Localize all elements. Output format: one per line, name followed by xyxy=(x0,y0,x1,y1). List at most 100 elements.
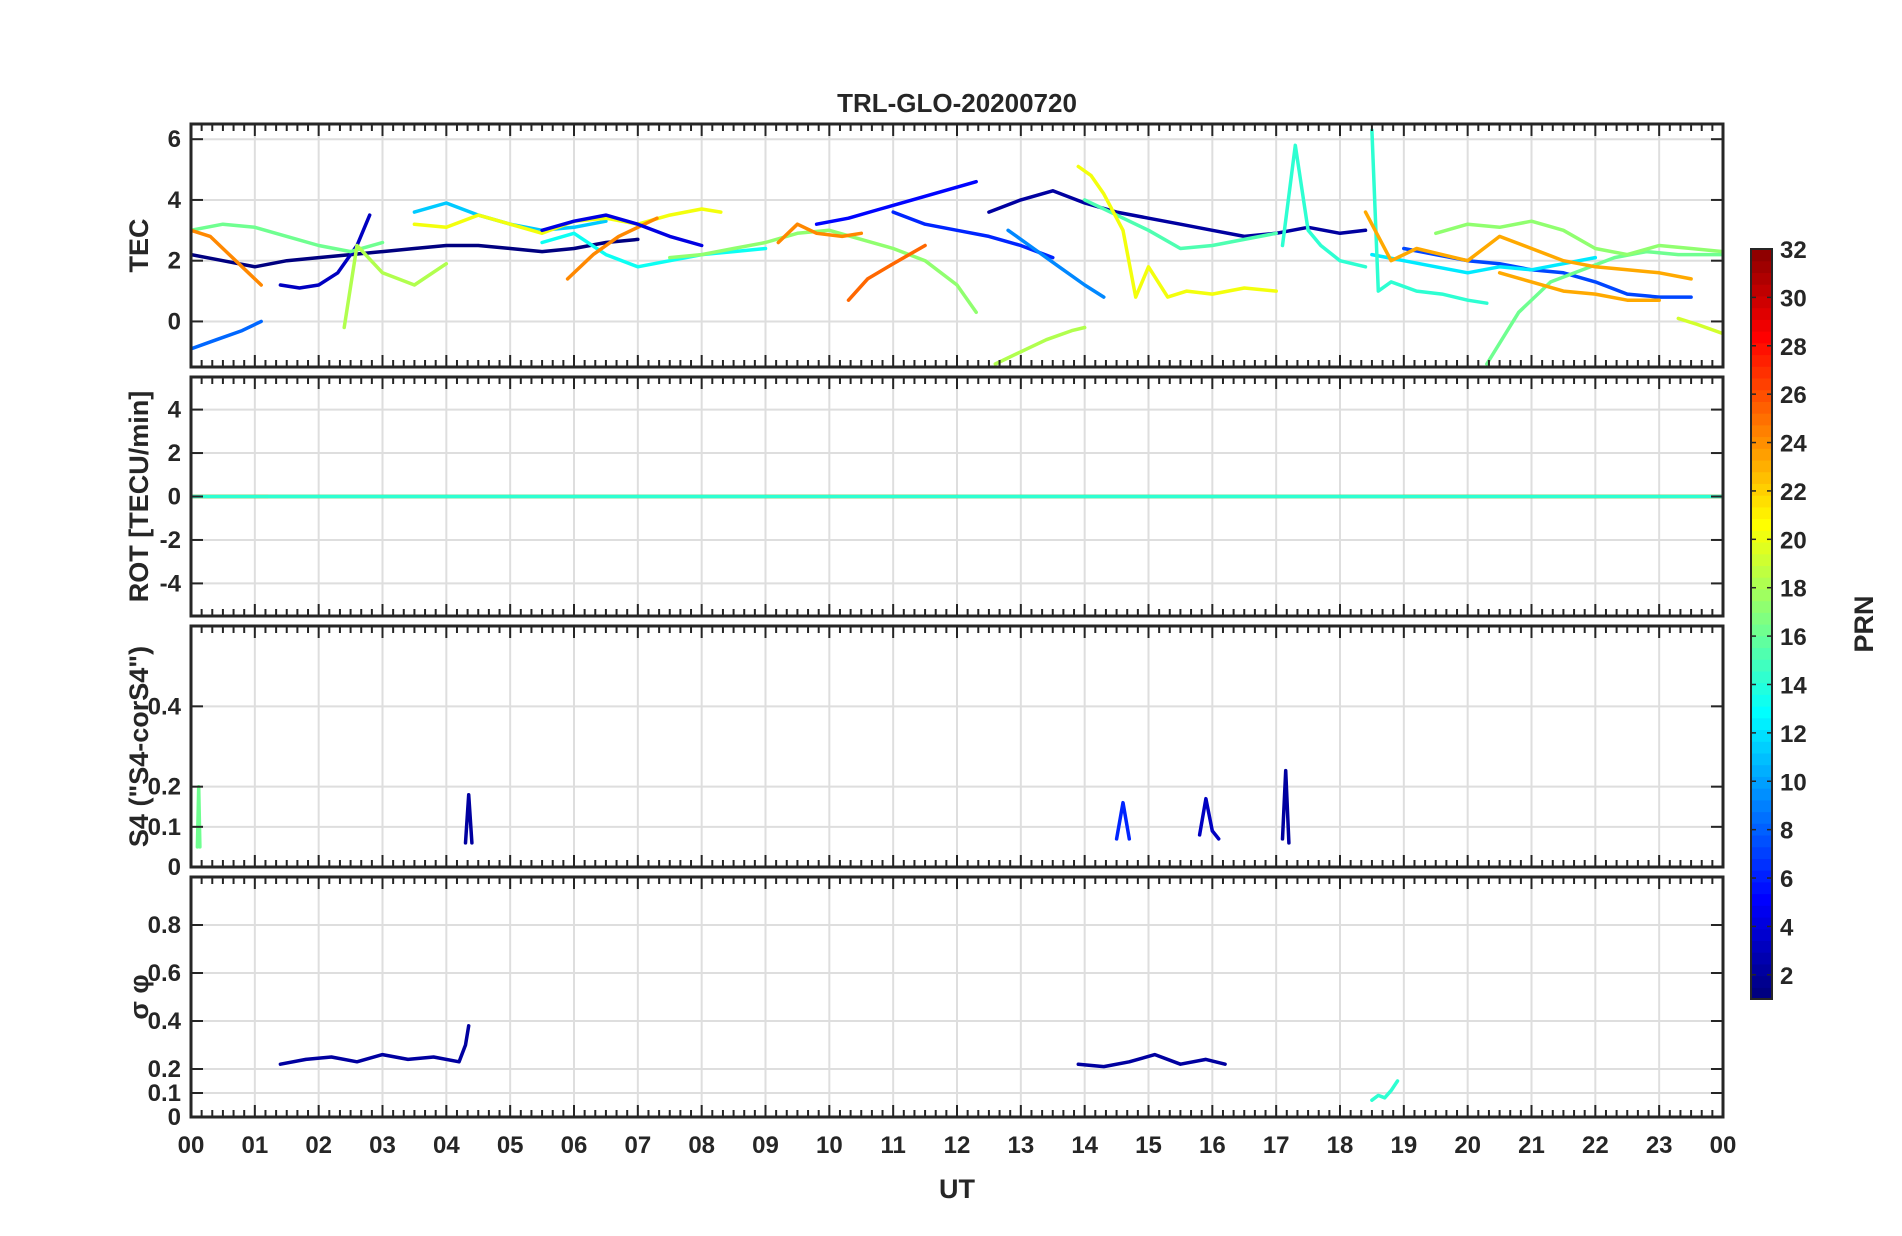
y-tick-label: 0.6 xyxy=(148,960,181,987)
colorbar: 32 30 28 26 24 22 20 18 16 14 12 10 8 6 4 2 PRN xyxy=(1750,237,1879,1000)
y-axis-title: σ φ xyxy=(124,974,154,1019)
colorbar-band xyxy=(1751,834,1772,848)
x-tick-label: 19 xyxy=(1390,1132,1417,1159)
series-prn-9 xyxy=(1006,228,1106,299)
colorbar-band xyxy=(1751,272,1772,285)
colorbar-band xyxy=(1751,354,1772,367)
x-tick-label: 01 xyxy=(241,1132,268,1159)
y-axis-title: S4 ("S4-corS4") xyxy=(124,646,154,847)
colorbar-band xyxy=(1751,635,1772,649)
series-prn-14 xyxy=(1370,128,1489,305)
x-tick-label: 04 xyxy=(433,1132,460,1159)
x-tick-label: 23 xyxy=(1646,1132,1673,1159)
y-tick-label: 0 xyxy=(168,854,181,881)
colorbar-band xyxy=(1751,963,1772,977)
x-tick-label: 17 xyxy=(1263,1132,1290,1159)
series-prn-1 xyxy=(191,237,640,269)
y-tick-label: -2 xyxy=(160,527,181,554)
series-prn-20 xyxy=(1076,164,1278,299)
colorbar-band xyxy=(1751,717,1772,731)
colorbar-band xyxy=(1751,987,1772,1000)
y-tick-label: 0 xyxy=(168,484,181,511)
panel-border xyxy=(189,875,1725,1119)
x-tick-label: 03 xyxy=(369,1132,396,1159)
colorbar-tick-label: 8 xyxy=(1780,818,1793,845)
colorbar-band xyxy=(1751,600,1772,613)
series-prn-14 xyxy=(1280,143,1368,269)
colorbar-band xyxy=(1751,647,1772,660)
series-prn-17 xyxy=(1434,219,1723,257)
y-tick-label: 6 xyxy=(168,126,181,153)
y-tick-label: 2 xyxy=(168,440,181,467)
colorbar-tick-label: 30 xyxy=(1780,285,1807,312)
colorbar-band xyxy=(1751,459,1772,473)
colorbar-border xyxy=(1750,248,1773,1000)
series-prn-6 xyxy=(1114,800,1132,841)
colorbar-band xyxy=(1751,799,1772,813)
x-tick-label: 02 xyxy=(305,1132,332,1159)
colorbar-band xyxy=(1751,366,1772,379)
x-tick-label: 08 xyxy=(688,1132,715,1159)
colorbar-band xyxy=(1751,694,1772,707)
colorbar-label: PRN xyxy=(1849,595,1879,652)
colorbar-band xyxy=(1751,752,1772,766)
series-prn-24 xyxy=(565,216,659,281)
colorbar-band xyxy=(1751,342,1772,356)
colorbar-band xyxy=(1751,389,1772,402)
colorbar-band xyxy=(1751,495,1772,508)
colorbar-band xyxy=(1751,706,1772,719)
colorbar-band xyxy=(1751,764,1772,777)
colorbar-tick-label: 32 xyxy=(1780,237,1807,264)
colorbar-tick-label: 24 xyxy=(1780,431,1807,458)
colorbar-band xyxy=(1751,846,1772,859)
colorbar-tick-label: 16 xyxy=(1780,624,1807,651)
series-prn-12 xyxy=(1370,252,1598,275)
colorbar-tick-label: 20 xyxy=(1780,527,1807,554)
colorbar-band xyxy=(1751,483,1772,496)
x-tick-label: 09 xyxy=(752,1132,779,1159)
x-tick-label: 12 xyxy=(944,1132,971,1159)
colorbar-band xyxy=(1751,612,1772,625)
colorbar-band xyxy=(1751,881,1772,895)
colorbar-band xyxy=(1751,377,1772,391)
y-tick-label: 4 xyxy=(168,187,182,214)
y-tick-label: 4 xyxy=(168,397,182,424)
y-axis-title: ROT [TECU/min] xyxy=(124,391,154,602)
colorbar-band xyxy=(1751,471,1772,484)
x-tick-label: 14 xyxy=(1071,1132,1098,1159)
colorbar-band xyxy=(1751,284,1772,297)
colorbar-band xyxy=(1751,401,1772,414)
colorbar-band xyxy=(1751,249,1772,262)
colorbar-tick-label: 14 xyxy=(1780,672,1807,699)
y-tick-label: 2 xyxy=(168,248,181,275)
series-prn-14 xyxy=(1370,1079,1400,1102)
y-tick-label: 0.1 xyxy=(148,814,181,841)
x-tick-label: 00 xyxy=(1710,1132,1737,1159)
colorbar-tick-label: 12 xyxy=(1780,721,1807,748)
colorbar-band xyxy=(1751,541,1772,555)
series-prn-18 xyxy=(993,325,1087,366)
series-prn-16 xyxy=(195,784,202,849)
colorbar-band xyxy=(1751,624,1772,637)
series-prn-3 xyxy=(278,213,372,290)
x-tick-label: 21 xyxy=(1518,1132,1545,1159)
colorbar-tick-label: 18 xyxy=(1780,576,1807,603)
colorbar-band xyxy=(1751,295,1772,309)
panel-border xyxy=(189,375,1725,618)
colorbar-band xyxy=(1751,518,1772,531)
x-tick-label: 06 xyxy=(561,1132,588,1159)
colorbar-band xyxy=(1751,905,1772,918)
colorbar-band xyxy=(1751,916,1772,930)
y-tick-label: 0.4 xyxy=(148,1008,182,1035)
series-prn-16 xyxy=(1485,249,1723,366)
colorbar-tick-label: 26 xyxy=(1780,382,1807,409)
y-tick-label: 0 xyxy=(168,1104,181,1131)
panel-border xyxy=(189,122,1725,369)
y-tick-label: 0.2 xyxy=(148,774,181,801)
colorbar-band xyxy=(1751,670,1772,684)
y-tick-label: 0 xyxy=(168,308,181,335)
chart-title: TRL-GLO-20200720 xyxy=(837,88,1077,118)
series-prn-17 xyxy=(668,228,978,315)
series-group xyxy=(278,1024,1400,1102)
